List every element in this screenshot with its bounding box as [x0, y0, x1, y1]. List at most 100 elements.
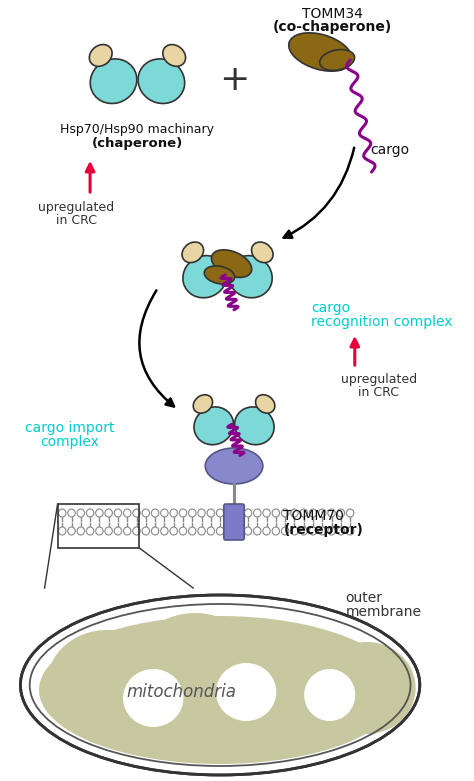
Ellipse shape [123, 669, 183, 727]
Circle shape [189, 509, 196, 517]
Ellipse shape [194, 407, 234, 444]
Ellipse shape [204, 266, 235, 284]
Circle shape [244, 509, 252, 517]
Circle shape [300, 527, 308, 535]
Ellipse shape [232, 624, 353, 732]
Text: in CRC: in CRC [55, 215, 97, 227]
Circle shape [142, 509, 149, 517]
Circle shape [114, 509, 122, 517]
Circle shape [170, 509, 177, 517]
Text: (chaperone): (chaperone) [92, 137, 183, 149]
Circle shape [254, 509, 261, 517]
Text: mitochondria: mitochondria [126, 683, 236, 701]
Circle shape [346, 509, 354, 517]
Circle shape [291, 527, 298, 535]
Ellipse shape [182, 242, 203, 262]
Ellipse shape [228, 255, 272, 298]
Text: (receptor): (receptor) [283, 523, 363, 537]
Circle shape [58, 527, 66, 535]
Ellipse shape [193, 394, 212, 413]
Circle shape [272, 527, 280, 535]
Circle shape [328, 509, 335, 517]
Circle shape [77, 509, 84, 517]
Text: TOMM34: TOMM34 [302, 7, 363, 21]
Circle shape [58, 509, 66, 517]
Circle shape [319, 527, 326, 535]
Circle shape [189, 527, 196, 535]
Text: in CRC: in CRC [358, 387, 400, 400]
Circle shape [254, 527, 261, 535]
Ellipse shape [255, 394, 275, 413]
Circle shape [114, 527, 122, 535]
Text: recognition complex: recognition complex [311, 315, 453, 329]
Ellipse shape [138, 59, 185, 104]
Circle shape [282, 509, 289, 517]
Circle shape [282, 527, 289, 535]
Circle shape [142, 527, 149, 535]
Circle shape [226, 527, 233, 535]
Circle shape [105, 527, 112, 535]
Circle shape [217, 527, 224, 535]
Ellipse shape [46, 630, 167, 740]
Circle shape [133, 509, 140, 517]
Text: Hsp70/Hsp90 machinary: Hsp70/Hsp90 machinary [61, 123, 214, 137]
Ellipse shape [39, 616, 401, 764]
Circle shape [207, 509, 215, 517]
Circle shape [235, 509, 242, 517]
Circle shape [272, 509, 280, 517]
Circle shape [319, 509, 326, 517]
FancyBboxPatch shape [224, 504, 244, 540]
Text: cargo: cargo [311, 301, 350, 315]
Circle shape [68, 527, 75, 535]
Text: (co-chaperone): (co-chaperone) [273, 20, 392, 34]
Bar [57, 504, 139, 548]
Circle shape [96, 527, 103, 535]
Text: cargo import: cargo import [25, 421, 114, 435]
Text: outer: outer [346, 591, 383, 605]
Circle shape [226, 509, 233, 517]
Circle shape [235, 527, 242, 535]
Circle shape [124, 527, 131, 535]
Ellipse shape [211, 250, 252, 277]
Circle shape [77, 527, 84, 535]
Circle shape [68, 509, 75, 517]
Circle shape [263, 509, 270, 517]
Circle shape [337, 527, 345, 535]
Circle shape [300, 509, 308, 517]
Text: upregulated: upregulated [341, 373, 417, 387]
Circle shape [207, 527, 215, 535]
Text: membrane: membrane [346, 605, 421, 619]
Ellipse shape [183, 255, 227, 298]
Circle shape [179, 509, 187, 517]
Ellipse shape [20, 595, 420, 775]
Text: upregulated: upregulated [38, 201, 114, 215]
Circle shape [198, 509, 205, 517]
Circle shape [309, 509, 317, 517]
Ellipse shape [289, 33, 352, 71]
Circle shape [161, 509, 168, 517]
Circle shape [179, 527, 187, 535]
Text: cargo: cargo [371, 143, 410, 157]
Circle shape [124, 509, 131, 517]
Circle shape [337, 509, 345, 517]
Circle shape [346, 527, 354, 535]
Text: TOMM70: TOMM70 [283, 509, 344, 523]
Circle shape [133, 527, 140, 535]
Circle shape [217, 509, 224, 517]
Circle shape [161, 527, 168, 535]
Circle shape [86, 509, 94, 517]
Ellipse shape [252, 242, 273, 262]
Circle shape [151, 527, 159, 535]
Ellipse shape [318, 642, 416, 734]
Circle shape [244, 527, 252, 535]
Ellipse shape [205, 448, 263, 484]
Ellipse shape [304, 669, 355, 721]
Circle shape [198, 527, 205, 535]
Circle shape [151, 509, 159, 517]
Ellipse shape [319, 50, 355, 70]
Ellipse shape [163, 45, 185, 66]
Text: +: + [219, 63, 249, 97]
Circle shape [263, 527, 270, 535]
Ellipse shape [90, 59, 137, 104]
Circle shape [86, 527, 94, 535]
